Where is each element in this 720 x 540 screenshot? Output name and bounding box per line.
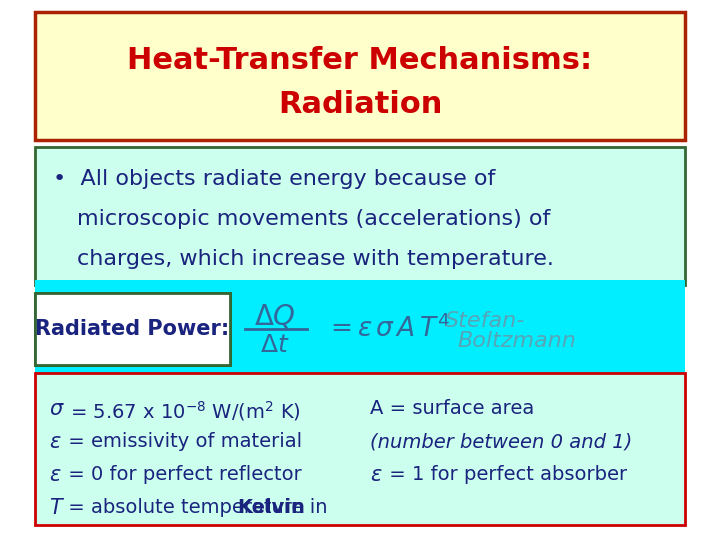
Text: = 0 for perfect reflector: = 0 for perfect reflector [62,465,302,484]
Text: $\Delta Q$: $\Delta Q$ [254,302,296,330]
Text: charges, which increase with temperature.: charges, which increase with temperature… [77,249,554,269]
FancyBboxPatch shape [35,373,685,525]
Text: Radiated Power:: Radiated Power: [35,319,230,339]
FancyBboxPatch shape [35,147,685,285]
Text: = 5.67 x 10$^{-8}$ W/(m$^2$ K): = 5.67 x 10$^{-8}$ W/(m$^2$ K) [64,399,301,423]
Text: Kelvin: Kelvin [237,498,305,517]
Text: Heat-Transfer Mechanisms:: Heat-Transfer Mechanisms: [127,46,593,75]
Text: microscopic movements (accelerations) of: microscopic movements (accelerations) of [77,209,550,229]
Text: $T$: $T$ [49,498,65,518]
Text: $= \varepsilon\,\sigma\,A\,T^4$: $= \varepsilon\,\sigma\,A\,T^4$ [325,315,450,343]
Text: (number between 0 and 1): (number between 0 and 1) [370,432,632,451]
Text: •  All objects radiate energy because of: • All objects radiate energy because of [53,169,495,189]
Text: Stefan-: Stefan- [445,311,526,331]
FancyBboxPatch shape [35,293,230,365]
Text: = 1 for perfect absorber: = 1 for perfect absorber [383,465,627,484]
Text: = absolute temperature in: = absolute temperature in [62,498,334,517]
Text: $\varepsilon$: $\varepsilon$ [49,432,61,452]
Text: $\varepsilon$: $\varepsilon$ [49,465,61,485]
Text: Radiated Power:: Radiated Power: [35,319,230,339]
Text: $\Delta t$: $\Delta t$ [260,333,290,357]
Text: Boltzmann: Boltzmann [457,331,576,351]
Text: Radiation: Radiation [278,90,442,119]
FancyBboxPatch shape [35,280,685,380]
Text: A = surface area: A = surface area [370,399,534,418]
FancyBboxPatch shape [35,293,230,365]
FancyBboxPatch shape [35,12,685,140]
Text: = emissivity of material: = emissivity of material [62,432,302,451]
Text: $\varepsilon$: $\varepsilon$ [370,465,382,485]
Text: $\sigma$: $\sigma$ [49,399,65,419]
